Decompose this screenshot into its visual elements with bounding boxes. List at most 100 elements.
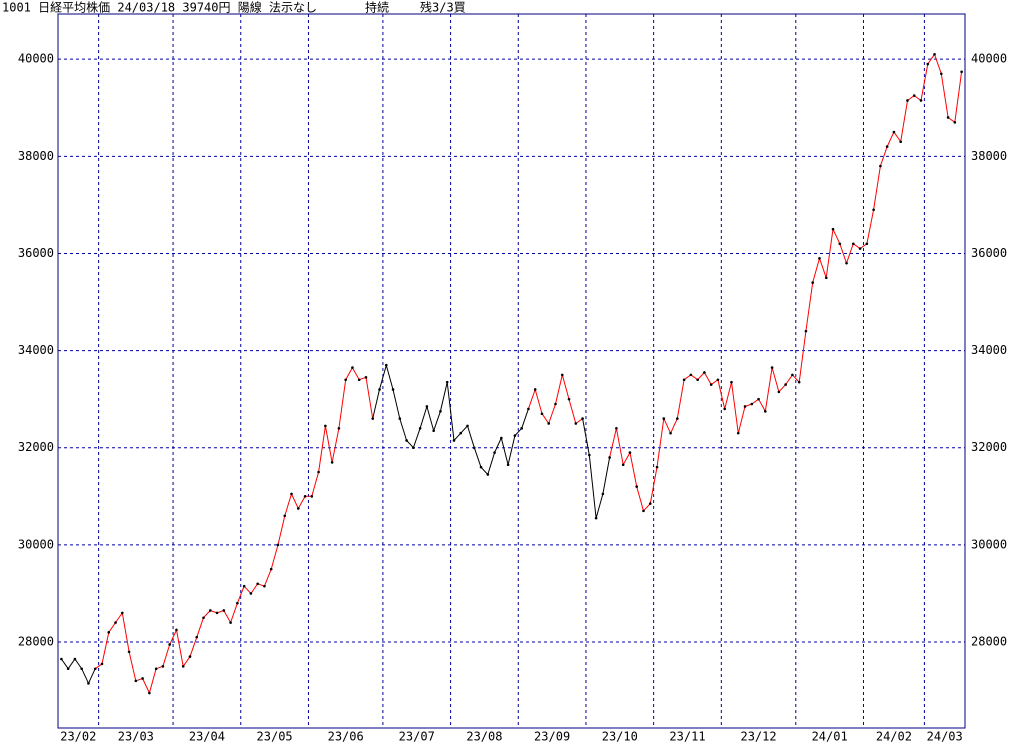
price-point: [249, 592, 253, 595]
price-point: [66, 667, 70, 671]
price-point: [797, 380, 801, 384]
price-point: [940, 72, 943, 76]
price-point: [378, 388, 381, 391]
price-point: [560, 373, 564, 377]
price-point: [256, 582, 259, 586]
price-point: [885, 145, 889, 148]
price-point: [547, 422, 551, 425]
price-point: [357, 378, 361, 382]
price-point: [202, 616, 205, 620]
price-point: [290, 492, 293, 496]
x-tick-label: 23/06: [328, 730, 364, 744]
price-point: [107, 631, 111, 634]
price-point: [506, 463, 510, 467]
y-tick-label-right: 28000: [971, 635, 1007, 649]
price-point: [872, 208, 875, 212]
price-point: [520, 427, 523, 430]
price-point: [838, 242, 842, 246]
price-point: [466, 424, 469, 428]
price-point: [73, 657, 77, 661]
price-point: [344, 378, 347, 382]
price-point: [208, 609, 212, 612]
price-point: [926, 62, 930, 66]
price-point: [93, 667, 97, 671]
price-point: [784, 383, 787, 386]
x-tick-label: 23/05: [257, 730, 293, 744]
price-point: [303, 495, 307, 498]
price-point: [114, 621, 117, 624]
price-point: [581, 417, 584, 420]
price-point: [215, 611, 219, 615]
price-point: [723, 407, 727, 411]
price-point: [459, 431, 463, 435]
x-tick-label: 24/02: [876, 730, 912, 744]
price-point: [655, 465, 659, 469]
y-tick-label: 28000: [18, 635, 54, 649]
price-point: [621, 463, 625, 467]
price-point: [824, 276, 828, 280]
price-point: [831, 227, 835, 231]
price-point: [764, 410, 767, 413]
price-point: [405, 439, 408, 442]
price-point: [703, 371, 706, 374]
price-point: [946, 116, 950, 119]
price-point: [648, 502, 652, 505]
price-point: [682, 378, 686, 382]
price-point: [80, 667, 83, 671]
price-point: [479, 465, 483, 469]
price-point: [100, 662, 104, 666]
price-point: [540, 412, 544, 416]
price-point: [892, 130, 896, 134]
price-point: [527, 407, 530, 411]
price-point: [770, 366, 774, 369]
price-point: [919, 99, 923, 102]
price-point: [953, 121, 957, 124]
y-tick-label: 40000: [18, 52, 54, 66]
price-point: [642, 509, 645, 513]
y-tick-label-right: 40000: [971, 52, 1007, 66]
price-point: [127, 650, 131, 654]
price-point: [879, 164, 882, 168]
price-point: [472, 446, 476, 450]
price-point: [445, 380, 449, 384]
price-point: [391, 388, 395, 391]
price-point: [175, 628, 178, 632]
price-point: [432, 429, 435, 433]
price-point: [195, 635, 199, 639]
y-tick-label-right: 32000: [971, 440, 1007, 454]
x-tick-label: 23/09: [534, 730, 570, 744]
price-point: [161, 665, 165, 668]
plot-border: [57, 13, 966, 729]
price-point: [229, 621, 232, 624]
price-point: [709, 383, 713, 386]
price-point: [60, 657, 63, 661]
price-point: [310, 495, 314, 498]
y-tick-label-right: 34000: [971, 343, 1007, 357]
x-tick-label: 23/04: [189, 730, 225, 744]
price-point: [635, 485, 639, 488]
price-point: [696, 378, 699, 382]
price-point: [554, 402, 557, 406]
x-tick-label: 23/03: [118, 730, 154, 744]
price-point: [412, 446, 415, 450]
price-point: [689, 373, 693, 377]
x-tick-label: 23/07: [399, 730, 435, 744]
price-point: [364, 376, 368, 379]
price-point: [134, 679, 138, 683]
position: 残3/3買: [420, 1, 466, 15]
price-point: [236, 601, 239, 605]
x-tick-label: 24/03: [927, 730, 963, 744]
price-point: [730, 380, 733, 384]
price-point: [757, 397, 760, 401]
price-point: [865, 242, 869, 246]
status: 持続: [365, 0, 389, 15]
price-point: [168, 643, 171, 646]
price-point: [912, 94, 916, 97]
price-point: [493, 451, 496, 454]
price-point: [500, 436, 503, 440]
price-point: [601, 492, 605, 496]
price-point: [222, 609, 226, 612]
price-point: [513, 434, 517, 437]
